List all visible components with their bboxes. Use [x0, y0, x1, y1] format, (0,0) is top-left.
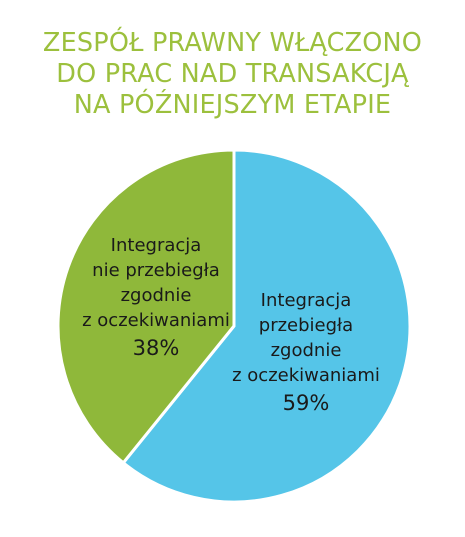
slice-2-label-line-3: zgodnie: [121, 285, 192, 306]
pie-slice-1: [121, 148, 412, 504]
slice-2-label-line-1: Integracja: [111, 235, 202, 256]
chart-title-line-1: ZESPÓŁ PRAWNY WŁĄCZONO: [42, 28, 423, 58]
slice-1-label-line-1: Integracja: [261, 290, 352, 311]
slice-2-percent: 38%: [133, 336, 180, 360]
chart-title: ZESPÓŁ PRAWNY WŁĄCZONO DO PRAC NAD TRANS…: [0, 28, 465, 121]
chart-title-line-3: NA PÓŹNIEJSZYM ETAPIE: [73, 90, 392, 120]
chart-title-line-2: DO PRAC NAD TRANSAKCJĄ: [56, 59, 409, 89]
slice-1-label-line-4: z oczekiwaniami: [232, 365, 380, 386]
slice-2-label-line-2: nie przebiegła: [92, 260, 220, 281]
slice-1-label-line-3: zgodnie: [271, 340, 342, 361]
slice-2-label-line-4: z oczekiwaniami: [82, 310, 230, 331]
slice-1-label-line-2: przebiegła: [259, 315, 353, 336]
pie-slice-2: [56, 148, 236, 465]
slice-1-percent: 59%: [283, 391, 330, 415]
